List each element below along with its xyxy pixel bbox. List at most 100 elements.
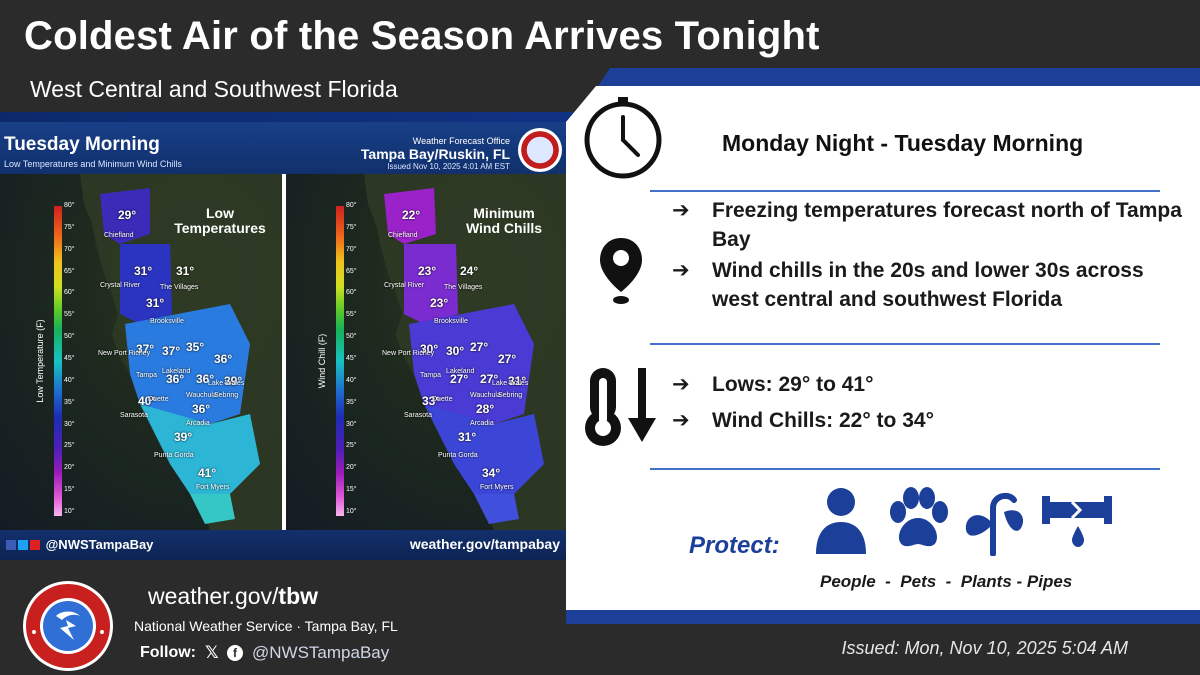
office-label: Weather Forecast Office: [412, 136, 510, 146]
map-site-link: weather.gov/tampabay: [409, 536, 560, 552]
scale-tick: 65°: [346, 267, 357, 275]
scale-tick: 40°: [64, 376, 75, 384]
map-value-label: 24°: [460, 264, 479, 278]
map-value-label: 27°: [450, 372, 469, 386]
scale-axis-label: Low Temperature (F): [35, 319, 45, 403]
map-city-label: New Port Richey: [382, 350, 435, 357]
map-city-label: Sarasota: [120, 412, 149, 419]
map-city-label: Sarasota: [404, 412, 433, 419]
map-city-label: New Port Richey: [98, 350, 151, 357]
thermometer-down-icon: [585, 368, 656, 446]
florida-landmass-right: [364, 174, 566, 530]
map-value-label: 41°: [198, 466, 217, 480]
map-city-label: Crystal River: [100, 282, 141, 289]
map-value-label: 31°: [134, 264, 153, 278]
map-value-label: 36°: [192, 402, 211, 416]
bullet-wind-chills: ➔ Wind chills in the 20s and lower 30s ac…: [672, 259, 1144, 311]
scale-tick: 20°: [346, 464, 357, 472]
map-value-label: 30°: [446, 344, 465, 358]
temperature-color-scale: Low Temperature (F) 80° 75° 70° 65° 60° 55° 50…: [35, 202, 78, 516]
scale-axis-label: Wind Chill (F): [317, 333, 327, 389]
protect-label: Protect:: [689, 532, 780, 559]
map-city-label: Fort Myers: [196, 484, 230, 491]
map-value-label: 36°: [214, 352, 233, 366]
scale-tick: 25°: [64, 442, 75, 450]
map-value-label: 28°: [476, 402, 495, 416]
facebook-icon[interactable]: f: [227, 645, 243, 661]
map-city-label: The Villages: [444, 284, 483, 291]
bullet-freezing: ➔ Freezing temperatures forecast north of…: [672, 199, 1182, 251]
map-city-label: Arcadia: [470, 420, 494, 427]
scale-tick: 25°: [346, 442, 357, 450]
footer-site-link[interactable]: weather.gov/tbw: [148, 583, 319, 609]
map-city-label: Wauchula: [186, 392, 217, 399]
map-city-label: Arcadia: [186, 420, 210, 427]
map-city-label: Lake Wales: [208, 380, 245, 387]
follow-label: Follow:: [140, 644, 196, 661]
forecast-period-heading: Monday Night - Tuesday Morning: [722, 130, 1084, 156]
map-value-label: 23°: [418, 264, 437, 278]
scale-tick: 50°: [346, 333, 357, 341]
scale-tick: 40°: [346, 376, 357, 384]
map-value-label: 31°: [458, 430, 477, 444]
map-city-label: Crystal River: [384, 282, 425, 289]
map-value-label: 36°: [166, 372, 185, 386]
map-value-label: 31°: [176, 264, 195, 278]
map-city-label: Chiefland: [388, 232, 418, 239]
accent-band-bottom: [566, 610, 1200, 624]
scale-tick: 70°: [64, 245, 75, 253]
map-city-label: The Villages: [160, 284, 199, 291]
map-value-label: 23°: [430, 296, 449, 310]
divider: [650, 190, 1160, 192]
clock-icon: [584, 97, 662, 179]
map-city-label: Wauchula: [470, 392, 501, 399]
person-icon: [816, 488, 866, 554]
scale-tick: 75°: [346, 223, 357, 231]
map-value-label: 36°: [196, 372, 215, 386]
paw-icon: [890, 487, 948, 547]
scale-tick: 55°: [346, 311, 357, 319]
wind-chill-color-scale: Wind Chill (F) 80° 75° 70° 65° 60° 55° 50° 45° 4…: [317, 202, 360, 516]
scale-tick: 35°: [346, 398, 357, 406]
map-value-label: 31°: [146, 296, 165, 310]
map-city-label: Punta Gorda: [438, 452, 478, 459]
scale-tick: 30°: [64, 420, 75, 428]
wind-chill-map: Wind Chill (F) 80° 75° 70° 65° 60° 55° 50° 45° 4…: [286, 174, 566, 530]
info-panel-top: [566, 86, 1200, 122]
facebook-icon: [6, 540, 16, 550]
scale-tick: 65°: [64, 267, 75, 275]
scale-tick: 50°: [64, 333, 75, 341]
social-handle[interactable]: @NWSTampaBay: [252, 643, 390, 662]
scale-tick: 80°: [346, 202, 357, 209]
map-city-label: Tampa: [420, 372, 442, 379]
scale-tick: 30°: [346, 420, 357, 428]
scale-tick: 70°: [346, 245, 357, 253]
map-layer-title: Low Temperatures: [174, 205, 266, 237]
scale-tick: 75°: [64, 223, 75, 231]
accent-stripe: [598, 68, 1200, 86]
scale-tick: 10°: [346, 508, 357, 515]
low-temperature-map: Low Temperature (F) 80° 75° 70° 65° 60° 55° 50…: [0, 174, 282, 530]
map-issued: Issued Nov 10, 2025 4:01 AM EST: [387, 162, 510, 171]
map-city-label: Brooksville: [150, 318, 184, 325]
map-layer-title: Minimum Wind Chills: [465, 205, 543, 237]
pipe-icon: [1042, 496, 1112, 547]
map-city-label: Duette: [148, 396, 169, 403]
protect-items: People - Pets - Plants - Pipes: [820, 572, 1073, 591]
x-icon[interactable]: 𝕏: [205, 643, 219, 662]
youtube-icon: [30, 540, 40, 550]
map-header: Tuesday Morning Low Temperatures and Min…: [0, 122, 566, 174]
scale-tick: 45°: [64, 355, 75, 362]
scale-tick: 10°: [64, 508, 75, 515]
location-pin-icon: [600, 238, 642, 304]
issued-timestamp: Issued: Mon, Nov 10, 2025 5:04 AM: [841, 638, 1129, 658]
map-value-label: 37°: [162, 344, 181, 358]
plant-icon: [965, 492, 1024, 556]
map-footer: @NWSTampaBay weather.gov/tampabay: [0, 530, 566, 560]
scale-tick: 80°: [64, 202, 75, 209]
page-title: Coldest Air of the Season Arrives Tonigh…: [24, 14, 820, 58]
map-value-label: 39°: [174, 430, 193, 444]
bullet-wind-chill-range: ➔ Wind Chills: 22° to 34°: [672, 409, 934, 432]
map-city-label: Lakeland: [162, 368, 191, 375]
map-value-label: 39°: [224, 374, 243, 388]
